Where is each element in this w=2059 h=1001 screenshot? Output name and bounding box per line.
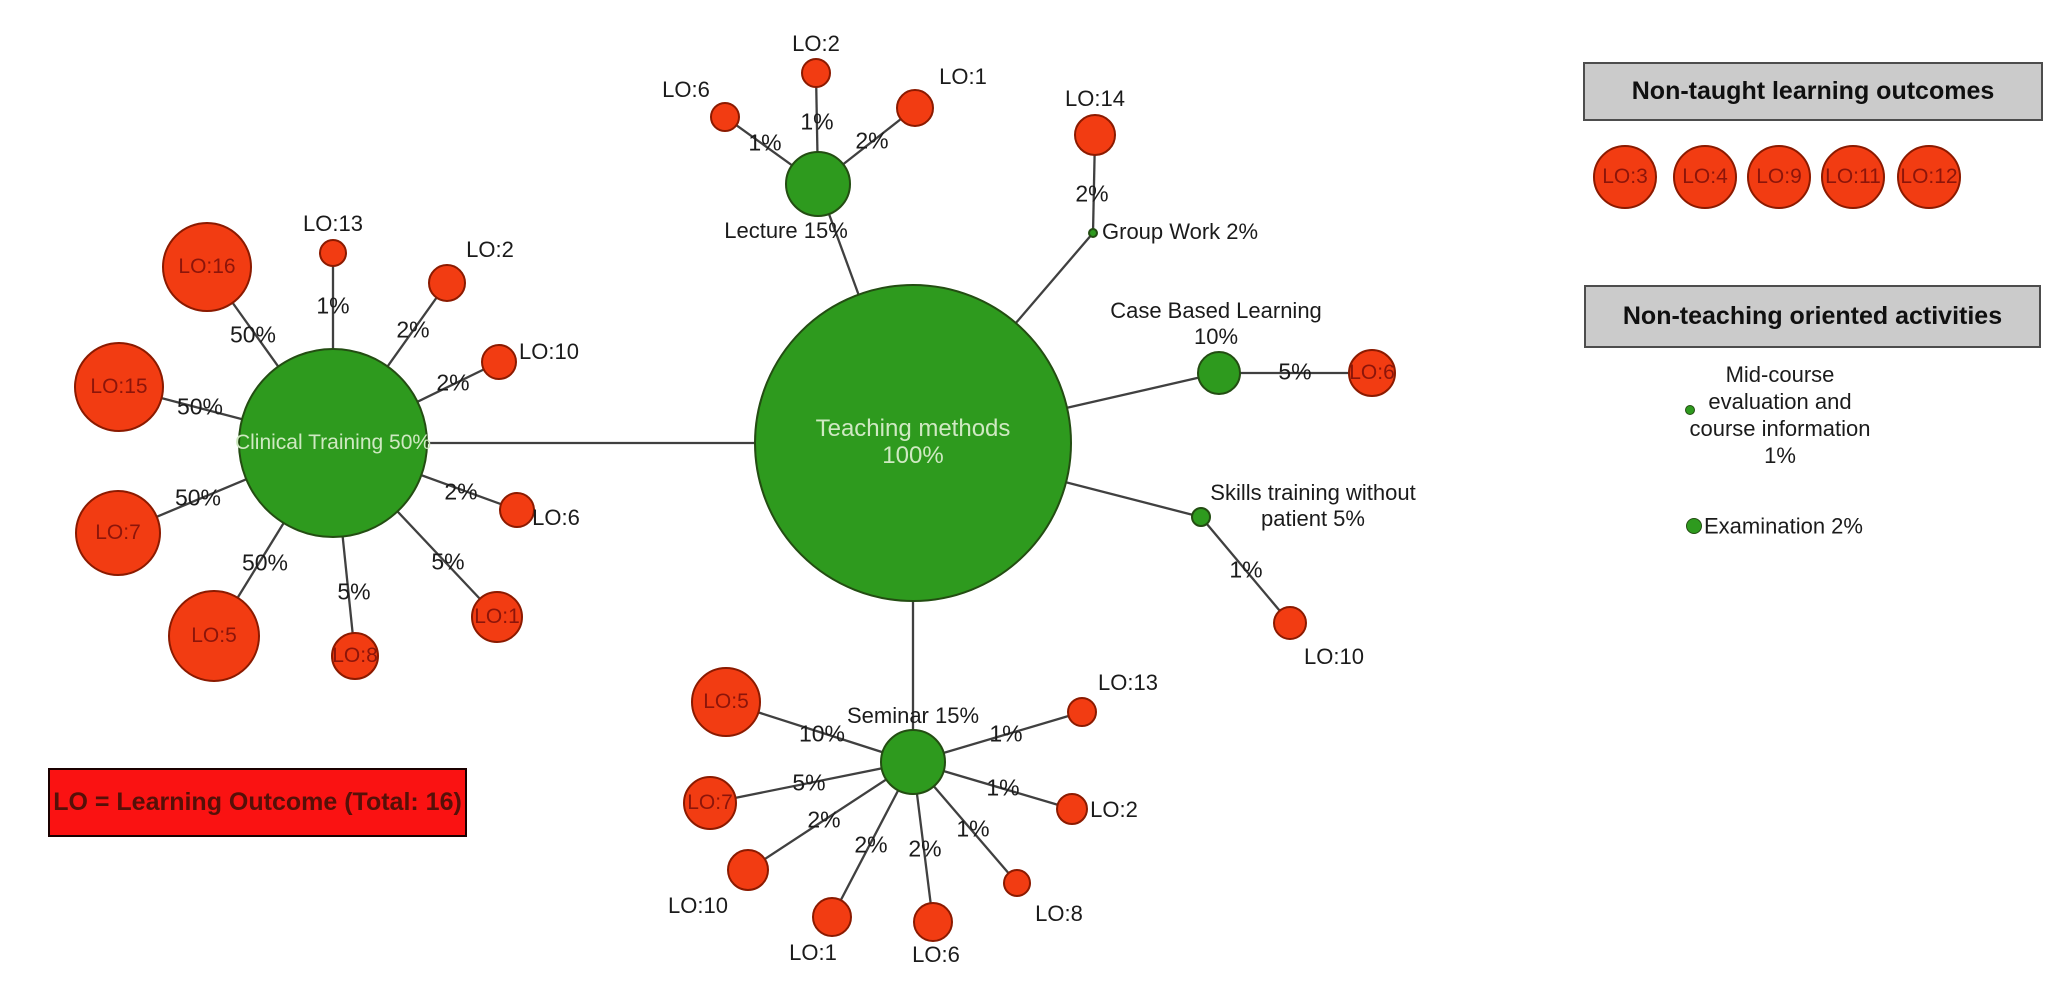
- legend-activity-label-line: Examination 2%: [1704, 513, 1863, 539]
- legend-outcome-circle-4: LO:12: [1897, 145, 1961, 209]
- edge-seminar-sem_lo5-line: [725, 700, 914, 764]
- edge-clinical-cl_lo8-line: [331, 442, 357, 657]
- legend-outcome-label: LO:4: [1682, 165, 1728, 189]
- legend-note-box: LO = Learning Outcome (Total: 16): [48, 768, 467, 837]
- edge-skills-sk_lo10-line: [1200, 516, 1291, 624]
- edge-clinical-cl_lo5-line: [213, 442, 334, 637]
- legend-activity-dot-1: [1686, 518, 1702, 534]
- edge-clinical-cl_lo2-line: [332, 282, 448, 444]
- legend-activity-label-0: Mid-course evaluation and course informati…: [1690, 361, 1871, 469]
- edge-clinical-cl_lo16-line: [206, 266, 334, 444]
- legend-activity-label-line: Mid-course: [1725, 362, 1835, 387]
- legend-activity-label-line: 1%: [1764, 443, 1796, 468]
- legend-activity-dot-0: [1685, 405, 1695, 415]
- edge-clinical-cl_lo1-line: [332, 442, 498, 618]
- legend-outcome-label: LO:9: [1756, 165, 1802, 189]
- legend-outcome-label: LO:11: [1825, 165, 1881, 189]
- legend-non-teaching-header: Non-teaching oriented activities: [1584, 285, 2041, 348]
- legend-outcome-circle-3: LO:11: [1821, 145, 1885, 209]
- edge-teaching-lecture-line: [816, 183, 915, 444]
- legend-activity-label-line: evaluation and: [1708, 389, 1852, 414]
- edge-clinical-cl_lo15-line: [118, 385, 334, 445]
- edge-teaching-cbl-line: [912, 371, 1220, 445]
- edge-seminar-sem_lo8-line: [912, 761, 1018, 884]
- edge-seminar-sem_lo7-line: [709, 760, 914, 805]
- legend-outcome-label: LO:12: [1900, 165, 1958, 189]
- edge-lecture-lec_lo2-line: [814, 72, 820, 185]
- legend-activity-label-1: Examination 2%: [1704, 513, 1863, 540]
- legend-outcome-circle-0: LO:3: [1593, 145, 1657, 209]
- edge-groupwork-lo14-line: [1091, 134, 1097, 234]
- edge-clinical-cl_lo7-line: [117, 441, 334, 535]
- legend-non-teaching-title: Non-teaching oriented activities: [1622, 302, 2003, 330]
- edge-lecture-lec_lo1-line: [817, 107, 916, 185]
- edge-seminar-sem_lo13-line: [912, 710, 1083, 764]
- edge-seminar-sem_lo6-line: [911, 761, 935, 923]
- legend-non-taught-title: Non-taught learning outcomes: [1631, 77, 1995, 105]
- legend-activity-label-line: course information: [1689, 416, 1871, 441]
- edge-lecture-lec_lo6-line: [724, 116, 819, 185]
- edge-clinical-cl_lo6-line: [332, 441, 518, 512]
- legend-outcome-circle-1: LO:4: [1673, 145, 1737, 209]
- legend-outcome-label: LO:3: [1602, 165, 1648, 189]
- legend-non-taught-header: Non-taught learning outcomes: [1583, 62, 2043, 121]
- legend-outcome-circle-2: LO:9: [1747, 145, 1811, 209]
- edge-teaching-skills-line: [912, 441, 1202, 519]
- legend-note-text: LO = Learning Outcome (Total: 16): [53, 788, 462, 816]
- edge-clinical-cl_lo10-line: [332, 360, 500, 445]
- edge-teaching-groupwork-line: [912, 232, 1094, 444]
- edge-seminar-sem_lo2-line: [912, 760, 1073, 811]
- edge-seminar-sem_lo1-line: [830, 761, 915, 918]
